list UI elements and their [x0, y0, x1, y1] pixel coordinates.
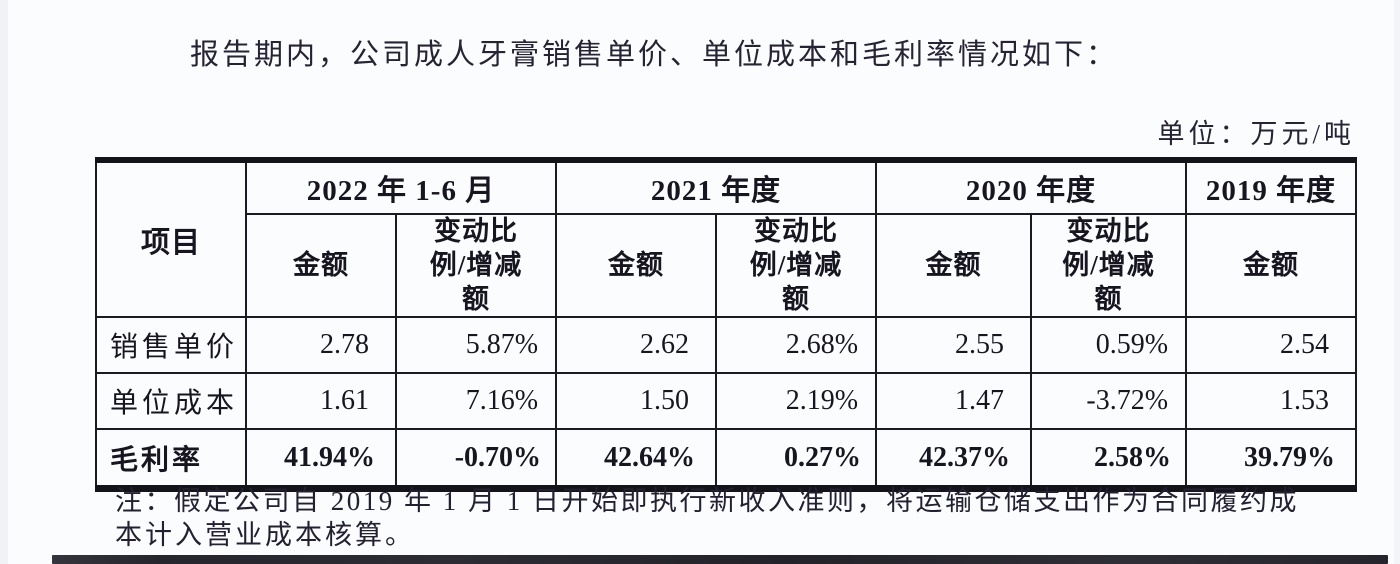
margin-table: 项目 2022 年 1-6 月 2021 年度 2020 年度 2019 年度 …: [95, 157, 1358, 493]
subheader-amount-2019: 金额: [1185, 212, 1358, 319]
subheader-amount-2022: 金额: [245, 212, 397, 319]
cell-2020-change: 2.58%: [1030, 428, 1188, 490]
cell-2022-change: -0.70%: [394, 428, 558, 490]
cell-2020-amount: 1.47: [875, 372, 1033, 431]
cell-2021-change: 0.27%: [715, 428, 878, 490]
cell-2021-amount: 1.50: [555, 372, 718, 431]
cell-2021-amount: 2.62: [555, 316, 718, 375]
subheader-amount-2020: 金额: [875, 212, 1033, 319]
cell-2022-amount: 41.94%: [245, 428, 397, 490]
cell-2022-change: 7.16%: [394, 372, 558, 431]
header-period-2022h1: 2022 年 1-6 月: [244, 159, 558, 215]
cell-2019-amount: 1.53: [1185, 372, 1358, 431]
cell-2020-change: -3.72%: [1030, 372, 1188, 431]
table-row-unit-cost: 单位成本 1.61 7.16% 1.50 2.19% 1.47 -3.72% 1…: [95, 372, 1358, 431]
cell-2020-amount: 42.37%: [875, 428, 1033, 490]
cell-2022-change: 5.87%: [394, 316, 558, 375]
subheader-change-2021: 变动比例/增减额: [715, 212, 878, 319]
subheader-change-2022: 变动比例/增减额: [394, 212, 558, 319]
unit-label: 单位：万元/吨: [1157, 119, 1355, 149]
cell-2021-amount: 42.64%: [555, 428, 718, 490]
footnote: 注：假定公司自 2019 年 1 月 1 日开始即执行新收入准则，将运输仓储支出…: [115, 484, 1365, 552]
subheader-amount-2021: 金额: [555, 212, 718, 319]
table-row-gross-margin: 毛利率 41.94% -0.70% 42.64% 0.27% 42.37% 2.…: [95, 428, 1358, 490]
cell-2021-change: 2.19%: [715, 372, 878, 431]
header-period-2021: 2021 年度: [555, 159, 878, 215]
subheader-change-2020: 变动比例/增减额: [1030, 212, 1188, 319]
cell-2021-change: 2.68%: [715, 316, 878, 375]
table-row-sales-price: 销售单价 2.78 5.87% 2.62 2.68% 2.55 0.59% 2.…: [95, 316, 1358, 375]
footnote-line-1: 注：假定公司自 2019 年 1 月 1 日开始即执行新收入准则，将运输仓储支出…: [115, 486, 1299, 516]
header-period-2020: 2020 年度: [875, 159, 1188, 215]
left-edge-shade: [0, 0, 8, 564]
row-label: 单位成本: [95, 372, 247, 431]
intro-paragraph: 报告期内，公司成人牙膏销售单价、单位成本和毛利率情况如下：: [190, 39, 1119, 71]
cell-2022-amount: 2.78: [245, 316, 397, 375]
header-item: 项目: [95, 158, 247, 319]
row-label: 毛利率: [95, 428, 247, 490]
cell-2020-change: 0.59%: [1030, 316, 1188, 375]
next-table-border-strip: [52, 555, 1388, 564]
cell-2019-amount: 2.54: [1185, 316, 1358, 375]
row-label: 销售单价: [95, 316, 247, 375]
gross-margin-table: 项目 2022 年 1-6 月 2021 年度 2020 年度 2019 年度 …: [95, 157, 1358, 493]
header-period-2019: 2019 年度: [1185, 159, 1358, 215]
cell-2020-amount: 2.55: [875, 316, 1033, 375]
right-edge-shade: [1394, 0, 1400, 564]
cell-2022-amount: 1.61: [245, 372, 397, 431]
footnote-line-2: 本计入营业成本核算。: [115, 520, 415, 550]
cell-2019-amount: 39.79%: [1185, 428, 1358, 490]
